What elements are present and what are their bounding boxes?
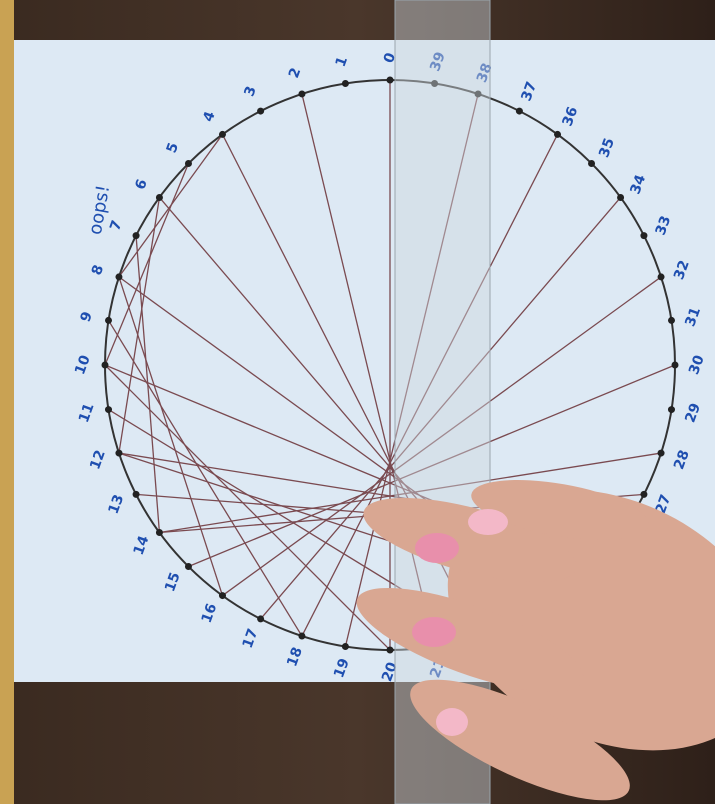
- nail-dot: [257, 108, 264, 115]
- nail-dot: [133, 491, 140, 498]
- page: {"labels": ["0","1","2","3","4","5","6",…: [0, 0, 715, 804]
- nail-dot: [640, 491, 647, 498]
- nail-dot: [219, 592, 226, 599]
- nail-dot: [640, 232, 647, 239]
- nail-dot: [185, 160, 192, 167]
- nail-dot: [588, 160, 595, 167]
- photo: 0123456789101112131415161718192021222324…: [0, 0, 715, 804]
- nail-dot: [672, 362, 679, 369]
- nail-dot: [105, 406, 112, 413]
- left-strip: [0, 0, 14, 804]
- nail-dot: [102, 362, 109, 369]
- nail-dot: [115, 450, 122, 457]
- nail-dot: [668, 406, 675, 413]
- nail-dot: [298, 90, 305, 97]
- nail-dot: [658, 273, 665, 280]
- nail-dot: [554, 131, 561, 138]
- nail-dot: [185, 563, 192, 570]
- nail-dot: [105, 317, 112, 324]
- nail-dot: [516, 108, 523, 115]
- nail-dot: [342, 643, 349, 650]
- nail-dot: [668, 317, 675, 324]
- nail-dot: [115, 273, 122, 280]
- nail-dot: [156, 194, 163, 201]
- nail-dot: [298, 633, 305, 640]
- nail-dot: [156, 529, 163, 536]
- nail-dot: [387, 77, 394, 84]
- nail-dot: [658, 450, 665, 457]
- nail-dot: [617, 194, 624, 201]
- nail-dot: [342, 80, 349, 87]
- nail-dot: [387, 647, 394, 654]
- nail-dot: [257, 615, 264, 622]
- nail-dot: [133, 232, 140, 239]
- nail-dot: [219, 131, 226, 138]
